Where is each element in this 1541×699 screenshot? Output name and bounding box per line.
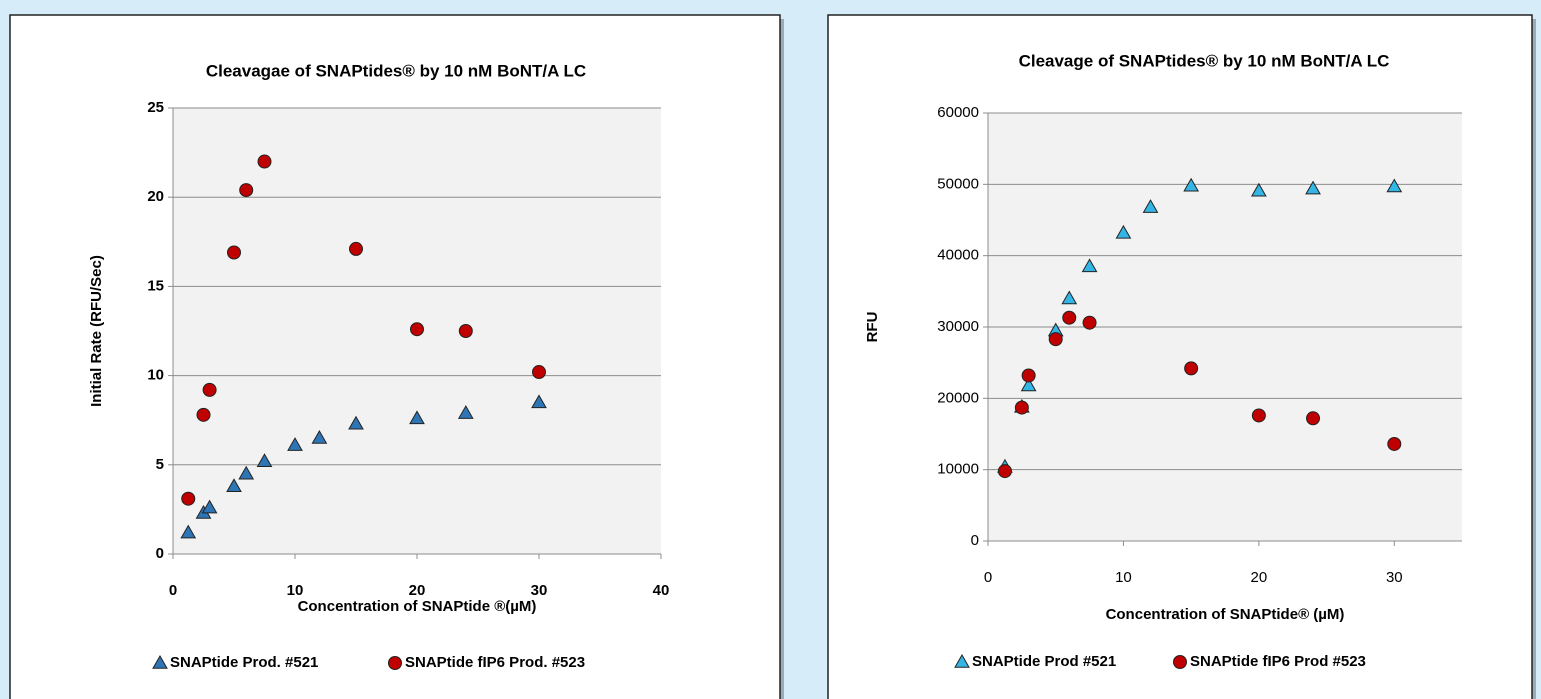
data-point [1183, 177, 1200, 192]
data-point [257, 154, 272, 169]
data-point [1082, 315, 1097, 330]
data-point [1081, 258, 1098, 273]
y-tick-label: 0 [156, 545, 164, 562]
y-tick-label: 30000 [937, 318, 979, 335]
y-tick-label: 40000 [937, 247, 979, 264]
data-point [239, 183, 254, 198]
x-tick-label: 30 [531, 582, 548, 599]
legend-label: SNAPtide Prod #521 [972, 653, 1116, 670]
data-point [1020, 377, 1037, 392]
x-tick-label: 40 [653, 582, 670, 599]
data-point [1014, 400, 1029, 415]
y-tick-label: 20000 [937, 389, 979, 406]
x-tick-label: 10 [287, 582, 304, 599]
data-point [1048, 332, 1063, 347]
data-point [1115, 224, 1132, 239]
data-point [458, 324, 473, 338]
data-point [311, 430, 328, 444]
data-point [1021, 368, 1036, 383]
y-tick-label: 10000 [937, 461, 979, 478]
data-point [226, 478, 242, 492]
data-point [457, 405, 474, 419]
legend-marker [1173, 655, 1187, 669]
chart-title: Cleavage of SNAPtides® by 10 nM BoNT/A L… [1019, 51, 1390, 70]
data-point [1062, 310, 1077, 325]
x-tick-label: 20 [409, 582, 426, 599]
data-point [1251, 408, 1266, 423]
data-point [238, 465, 255, 480]
y-tick-label: 0 [971, 532, 979, 549]
y-tick-label: 10 [147, 367, 164, 384]
y-axis-label: RFU [864, 312, 881, 343]
data-point [532, 365, 546, 380]
y-axis-label: Initial Rate (RFU/Sec) [88, 255, 105, 407]
y-tick-label: 25 [147, 99, 164, 116]
data-point [181, 491, 196, 506]
x-axis-label: Concentration of SNAPtide ®(µM) [298, 598, 537, 615]
x-tick-label: 10 [1115, 569, 1132, 586]
legend-marker [954, 653, 970, 668]
data-point [1142, 199, 1159, 213]
y-tick-label: 5 [156, 456, 164, 473]
data-point [180, 524, 197, 539]
data-point [287, 437, 303, 451]
data-point [531, 394, 547, 409]
legend-label: SNAPtide fIP6 Prod. #523 [405, 654, 585, 671]
data-point [227, 245, 241, 260]
x-axis-label: Concentration of SNAPtide® (µM) [1106, 606, 1345, 623]
data-point [1250, 182, 1267, 197]
legend-label: SNAPtide Prod. #521 [170, 654, 318, 671]
data-point [348, 415, 364, 430]
data-point [409, 410, 425, 425]
y-tick-label: 20 [147, 188, 164, 205]
data-point [1306, 411, 1321, 426]
y-tick-label: 15 [147, 277, 164, 294]
data-point [410, 322, 424, 337]
data-point [202, 382, 217, 397]
chart-title: Cleavagae of SNAPtides® by 10 nM BoNT/A … [206, 61, 586, 80]
data-point [1305, 180, 1321, 195]
data-point [201, 499, 218, 514]
data-point [349, 241, 363, 256]
data-point [256, 453, 273, 467]
data-point [1387, 436, 1402, 451]
y-tick-label: 50000 [937, 175, 979, 192]
legend-marker [388, 656, 402, 670]
legend-marker [152, 654, 168, 669]
x-tick-label: 0 [169, 582, 177, 599]
data-point [1386, 178, 1403, 193]
x-tick-label: 20 [1251, 569, 1268, 586]
x-tick-label: 0 [984, 569, 992, 586]
data-point [196, 407, 211, 422]
legend-label: SNAPtide fIP6 Prod #523 [1190, 653, 1366, 670]
data-point [1184, 361, 1199, 376]
x-tick-label: 30 [1386, 569, 1403, 586]
data-point [1061, 290, 1078, 305]
data-point [997, 464, 1012, 479]
y-tick-label: 60000 [937, 104, 979, 121]
